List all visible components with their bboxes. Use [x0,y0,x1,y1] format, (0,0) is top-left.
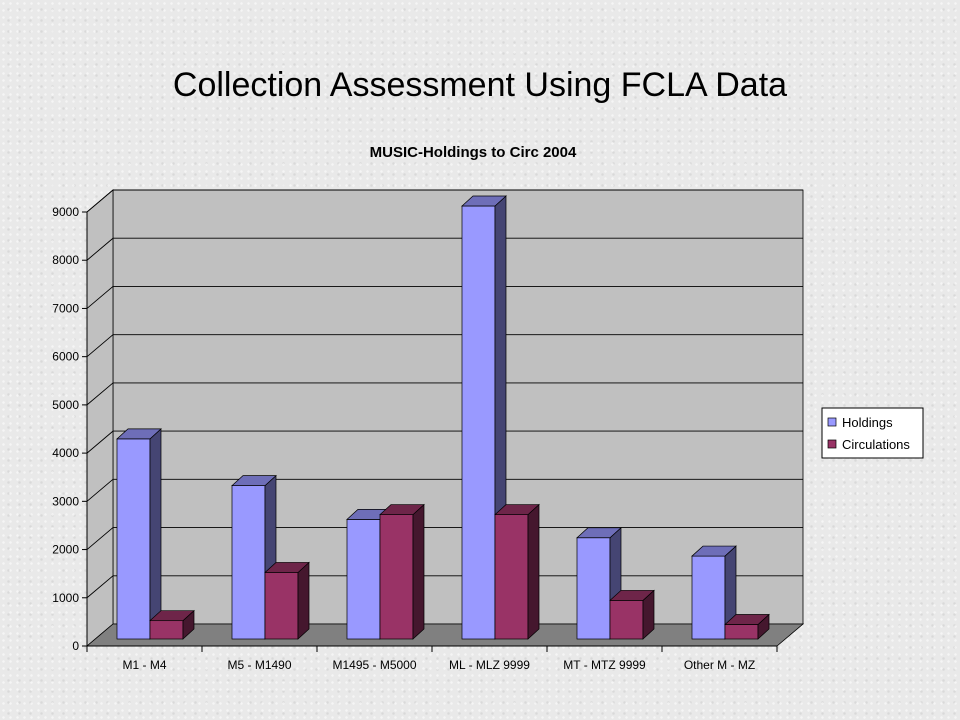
bar-top [576,527,622,539]
y-tick-label: 2000 [52,543,79,557]
bar-side [149,428,162,640]
y-tick-label: 7000 [52,301,79,315]
y-tick-label: 3000 [52,494,79,508]
bar-front [231,485,266,640]
bar-side [297,561,310,640]
bar-front [264,572,299,640]
x-tick-label: MT - MTZ 9999 [563,658,646,672]
x-tick-label: M1495 - M5000 [332,658,416,672]
bar-front [609,600,644,640]
gridline [86,285,803,309]
bar-top [461,195,507,207]
bar-front [461,205,496,640]
y-tick-label: 4000 [52,446,79,460]
x-tick-label: M1 - M4 [122,658,166,672]
bar-front [379,514,414,640]
side-wall [86,189,114,647]
bar-front [149,620,184,640]
bar-top [116,428,162,440]
legend-box [821,407,924,459]
bar-front [494,514,529,640]
gridline [86,430,803,454]
bar-side [412,503,425,640]
gridline [86,575,803,599]
y-tick-label: 0 [72,639,79,653]
bar-top [149,610,195,622]
slide-title: Collection Assessment Using FCLA Data [172,66,788,104]
y-tick-label: 1000 [52,591,79,605]
bar-top [724,614,770,625]
legend-label: Holdings [842,415,893,430]
bar-top [231,475,277,487]
legend-label: Circulations [842,437,910,452]
y-tick-label: 9000 [52,205,79,219]
bar-top [494,504,540,515]
bar-front [116,438,151,640]
gridline [86,478,803,502]
gridline [86,527,803,550]
gridline [86,382,803,406]
gridline [86,237,803,261]
legend-swatch [827,417,837,427]
y-tick-label: 8000 [52,253,79,267]
chart-title: MUSIC-Holdings to Circ 2004 [370,144,577,161]
x-tick-label: Other M - MZ [684,658,755,672]
x-tick-label: ML - MLZ 9999 [449,658,530,672]
bar-top [609,590,655,601]
bar-front [691,555,726,640]
gridline [86,334,803,358]
gridline [86,189,803,213]
x-tick-label: M5 - M1490 [227,658,291,672]
legend-swatch [827,439,837,449]
bar-front [724,624,759,640]
y-tick-label: 5000 [52,398,79,412]
y-tick-label: 6000 [52,350,79,364]
bar-front [576,537,611,640]
bar-top [264,562,310,573]
bar-top [691,545,737,557]
bar-side [527,503,540,640]
bar-front [346,519,381,640]
bar-top [379,504,425,515]
